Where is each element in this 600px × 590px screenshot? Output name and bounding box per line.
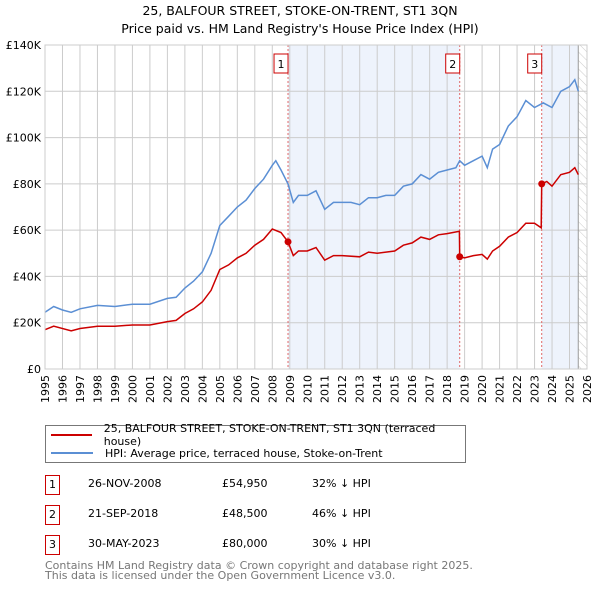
x-tick-label: 2017 <box>424 375 437 403</box>
x-tick-label: 2001 <box>144 375 157 403</box>
x-tick-label: 2026 <box>581 375 594 403</box>
sale-marker-box <box>527 53 543 74</box>
x-tick-label: 2004 <box>196 375 209 403</box>
footer-copyright: Contains HM Land Registry data © Crown c… <box>45 559 473 572</box>
x-tick-label: 2011 <box>319 375 332 403</box>
hpi-difference: 46% ↓ HPI <box>312 507 371 520</box>
x-tick-label: 2019 <box>459 375 472 403</box>
sale-price: £80,000 <box>222 537 268 550</box>
x-tick-label: 2008 <box>266 375 279 403</box>
sale-marker-badge: 3 <box>45 535 60 555</box>
x-tick-label: 1995 <box>39 375 52 403</box>
sale-date: 30-MAY-2023 <box>88 537 160 550</box>
x-tick-label: 2018 <box>441 375 454 403</box>
y-tick-label: £120K <box>6 85 42 98</box>
x-tick-label: 2022 <box>511 375 524 403</box>
sale-point <box>284 238 292 246</box>
x-tick-label: 1997 <box>74 375 87 403</box>
sale-price: £48,500 <box>222 507 268 520</box>
y-tick-label: £60K <box>13 224 42 237</box>
y-tick-label: £80K <box>13 178 42 191</box>
x-tick-label: 2006 <box>231 375 244 403</box>
sale-marker-number: 2 <box>449 58 456 71</box>
x-tick-label: 2005 <box>214 375 227 403</box>
chart-subtitle: Price paid vs. HM Land Registry's House … <box>121 21 479 36</box>
sale-point <box>538 180 546 188</box>
ownership-shade <box>541 45 579 369</box>
chart-title: 25, BALFOUR STREET, STOKE-ON-TRENT, ST1 … <box>142 3 458 18</box>
x-tick-label: 2010 <box>301 375 314 403</box>
x-tick-label: 2025 <box>564 375 577 403</box>
red-line-swatch <box>51 434 92 436</box>
hpi-difference: 30% ↓ HPI <box>312 537 371 550</box>
x-tick-label: 2015 <box>389 375 402 403</box>
x-tick-label: 2007 <box>249 375 262 403</box>
x-tick-label: 2024 <box>546 375 559 403</box>
x-tick-label: 2014 <box>371 375 384 403</box>
legend-label: 25, BALFOUR STREET, STOKE-ON-TRENT, ST1 … <box>103 422 436 448</box>
x-tick-label: 1996 <box>56 375 69 403</box>
plot-border <box>44 44 588 370</box>
sale-marker-badge: 1 <box>45 475 60 495</box>
y-tick-label: £100K <box>6 132 42 145</box>
x-tick-label: 2013 <box>354 375 367 403</box>
x-tick-label: 1999 <box>109 375 122 403</box>
y-tick-label: £40K <box>13 270 42 283</box>
hpi-difference: 32% ↓ HPI <box>312 477 371 490</box>
x-tick-label: 2020 <box>476 375 489 403</box>
x-tick-label: 2003 <box>179 375 192 403</box>
sale-marker-box <box>273 53 289 74</box>
blue-line-swatch <box>51 452 93 454</box>
x-tick-label: 1998 <box>91 375 104 403</box>
y-tick-label: £140K <box>6 39 42 52</box>
sale-price: £54,950 <box>222 477 268 490</box>
sale-marker-number: 3 <box>531 58 538 71</box>
footer-licence: This data is licensed under the Open Gov… <box>45 569 396 582</box>
legend-item-hpi: HPI: Average price, terraced house, Stok… <box>46 445 383 461</box>
sale-point <box>456 253 464 261</box>
legend-label: HPI: Average price, terraced house, Stok… <box>105 446 383 460</box>
sale-date: 21-SEP-2018 <box>88 507 159 520</box>
y-tick-label: £20K <box>13 317 42 330</box>
x-tick-label: 2023 <box>529 375 542 403</box>
legend: 25, BALFOUR STREET, STOKE-ON-TRENT, ST1 … <box>45 422 466 463</box>
property-series-line <box>44 166 579 332</box>
forecast-hatch <box>578 45 587 369</box>
x-tick-label: 2000 <box>126 375 139 403</box>
y-tick-label: £0 <box>27 363 41 376</box>
x-tick-label: 2002 <box>161 375 174 403</box>
sale-marker-badge: 2 <box>45 505 60 525</box>
price-chart: 1995 1996 1997 1998 1999 2000 2001 2002 2003 2004… <box>6 39 594 403</box>
sale-marker-number: 1 <box>278 58 285 71</box>
hpi-series-line <box>44 78 580 314</box>
ownership-shade <box>288 45 460 369</box>
x-tick-label: 2016 <box>406 375 419 403</box>
x-tick-label: 2009 <box>284 375 297 403</box>
x-tick-label: 2012 <box>336 375 349 403</box>
sale-date: 26-NOV-2008 <box>88 477 162 490</box>
x-tick-label: 2021 <box>494 375 507 403</box>
legend-item-property: 25, BALFOUR STREET, STOKE-ON-TRENT, ST1 … <box>46 422 465 448</box>
sale-marker-box <box>445 53 461 74</box>
